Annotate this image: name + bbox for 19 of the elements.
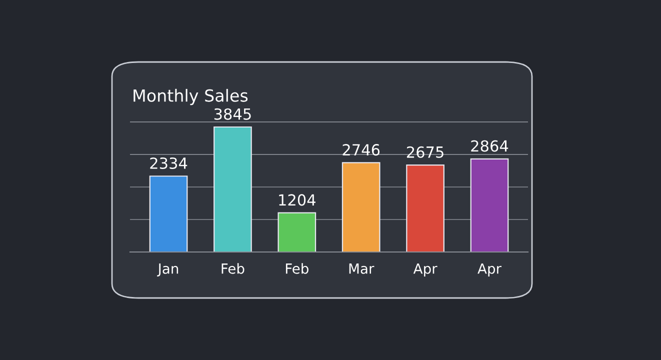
- bar: [149, 176, 188, 252]
- x-tick-label: Apr: [413, 264, 438, 277]
- bar: [214, 126, 252, 252]
- chart-title: Monthly Sales: [134, 88, 248, 106]
- bar: [342, 162, 380, 252]
- x-tick-label: Feb: [222, 263, 244, 274]
- x-tick-label: Mar: [349, 264, 374, 274]
- data-label: 1204: [279, 194, 316, 206]
- x-tick-label: Jan: [157, 264, 178, 276]
- bar: [278, 212, 316, 252]
- data-label: 2675: [406, 146, 444, 158]
- data-label: 2334: [150, 157, 188, 169]
- data-label: 2864: [471, 140, 508, 152]
- data-label: 2746: [342, 144, 380, 156]
- bar: [470, 158, 509, 252]
- bar: [406, 164, 444, 252]
- x-tick-label: Apr: [478, 264, 502, 277]
- x-tick-label: Feb: [286, 263, 308, 274]
- data-label: 3845: [214, 108, 251, 120]
